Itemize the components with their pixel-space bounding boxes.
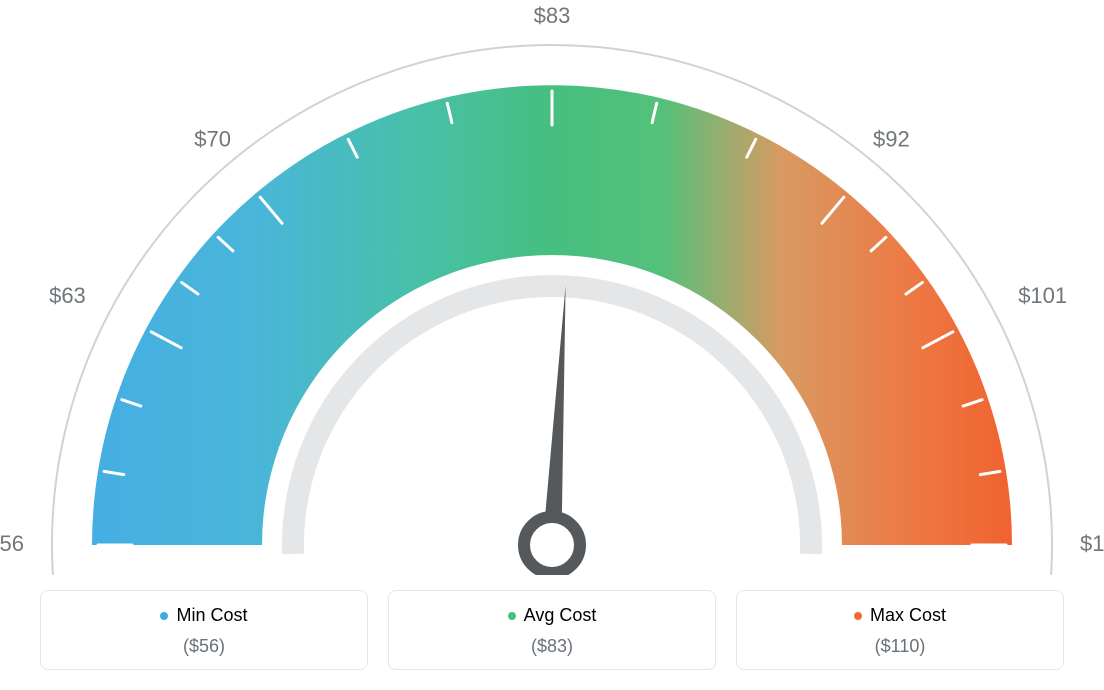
legend-avg-value: ($83): [399, 636, 705, 657]
legend-max-label: Max Cost: [870, 605, 946, 626]
cost-gauge-chart: $56 $63 $70 $83 $92 $101 $110 Min Cost ($56) A…: [0, 0, 1104, 690]
legend-avg-label: Avg Cost: [524, 605, 597, 626]
legend-card-avg: Avg Cost ($83): [388, 590, 716, 670]
legend-max-value: ($110): [747, 636, 1053, 657]
legend-max-title: Max Cost: [854, 605, 946, 626]
legend-card-max: Max Cost ($110): [736, 590, 1064, 670]
gauge-tick-label: $70: [194, 127, 231, 152]
dot-icon: [160, 612, 168, 620]
dot-icon: [508, 612, 516, 620]
gauge-tick-label: $92: [873, 127, 910, 152]
gauge-tick-label: $63: [49, 283, 86, 308]
dot-icon: [854, 612, 862, 620]
legend-card-min: Min Cost ($56): [40, 590, 368, 670]
gauge-tick-label: $101: [1018, 283, 1067, 308]
legend-min-label: Min Cost: [176, 605, 247, 626]
legend-min-value: ($56): [51, 636, 357, 657]
gauge-svg: $56 $63 $70 $83 $92 $101 $110: [0, 0, 1104, 575]
legend-row: Min Cost ($56) Avg Cost ($83) Max Cost (…: [40, 590, 1064, 670]
gauge-tick-label: $83: [534, 3, 571, 28]
gauge-tick-label: $56: [0, 531, 24, 556]
legend-min-title: Min Cost: [160, 605, 247, 626]
gauge-tick-label: $110: [1080, 531, 1104, 556]
legend-avg-title: Avg Cost: [508, 605, 597, 626]
